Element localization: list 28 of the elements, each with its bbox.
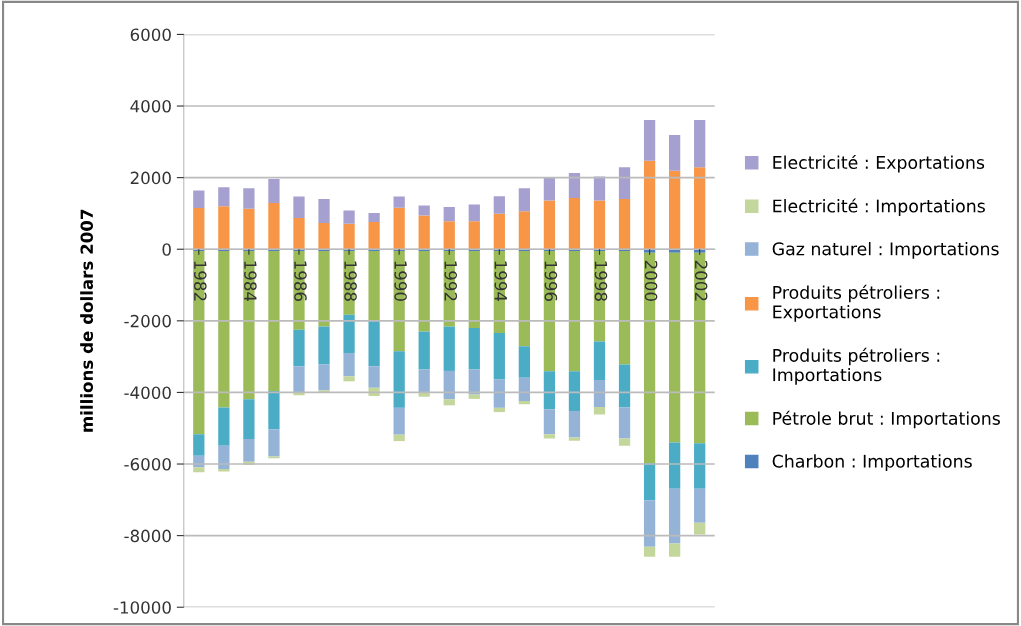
x-tick-label: 1986 <box>294 261 307 302</box>
legend-label: Produits pétroliers : Exportations <box>773 284 940 322</box>
legend-label: Electricité : Exportations <box>773 154 985 173</box>
y-tick-label: -6000 <box>124 457 171 471</box>
x-tick-label: 1982 <box>193 261 207 301</box>
x-tick-label: 1988 <box>344 261 357 301</box>
x-tick-label: 1990 <box>394 261 407 301</box>
legend-label: Pétrole brut : Importations <box>773 410 1000 429</box>
legend-label: Produits pétroliers : Importations <box>773 347 940 385</box>
x-tick-label: 1994 <box>494 261 508 302</box>
x-tick-label: 2002 <box>694 260 708 301</box>
legend-label: Gaz naturel : Importations <box>772 241 999 259</box>
y-axis-title: millions de dollars 2007 <box>80 209 94 432</box>
x-tick-label: 1984 <box>244 261 257 302</box>
legend-label: Charbon : Importations <box>772 454 972 472</box>
legend-label: Electricité : Importations <box>773 198 985 216</box>
x-tick-label: 1996 <box>544 261 558 302</box>
x-tick-label: 2000 <box>644 260 658 301</box>
x-tick-label: 1998 <box>594 261 608 301</box>
y-tick-label: 6000 <box>130 28 171 41</box>
y-tick-label: -10000 <box>113 601 171 614</box>
x-tick-label: 1992 <box>444 261 458 301</box>
y-tick-label: 0 <box>162 243 171 256</box>
y-tick-label: -8000 <box>124 529 171 543</box>
y-tick-label: 2000 <box>130 171 171 185</box>
y-tick-label: -2000 <box>124 314 171 328</box>
y-tick-label: -4000 <box>124 386 171 399</box>
y-tick-label: 4000 <box>130 99 171 113</box>
